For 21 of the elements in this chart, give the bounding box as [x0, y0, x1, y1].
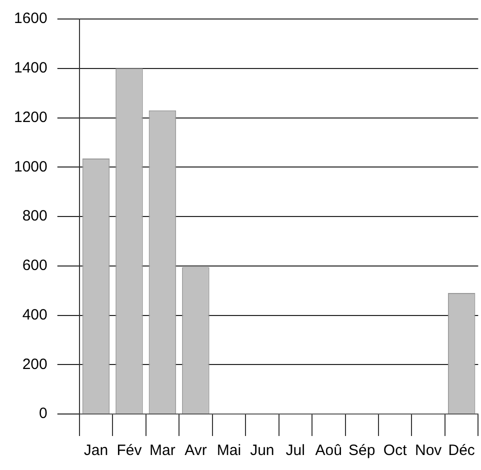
- y-tick-label: 1600: [14, 10, 48, 28]
- y-tick-label: 1400: [14, 60, 48, 77]
- x-tick-label: Jun: [250, 442, 274, 460]
- y-tick-label: 800: [22, 208, 48, 225]
- x-tick-label: Aoû: [315, 442, 342, 460]
- x-tick-label: Déc: [448, 442, 476, 460]
- x-tick-label: Avr: [184, 442, 207, 460]
- x-tick-label: Nov: [415, 442, 442, 460]
- y-tick-label: 0: [39, 405, 48, 422]
- x-tick-label: Sép: [348, 442, 376, 460]
- x-tick-label: Oct: [383, 442, 408, 460]
- y-tick-label: 600: [22, 257, 48, 274]
- x-tick-label: Mar: [150, 442, 176, 460]
- y-tick-label: 1200: [14, 108, 48, 126]
- y-tick-label: 400: [22, 306, 48, 324]
- y-tick-label: 1000: [14, 158, 48, 176]
- y-tick-label: 200: [22, 356, 48, 373]
- x-tick-label: Mai: [216, 442, 242, 460]
- x-tick-label: Fév: [116, 442, 142, 460]
- x-tick-label: Jul: [286, 442, 305, 460]
- x-tick-label: Jan: [84, 442, 108, 460]
